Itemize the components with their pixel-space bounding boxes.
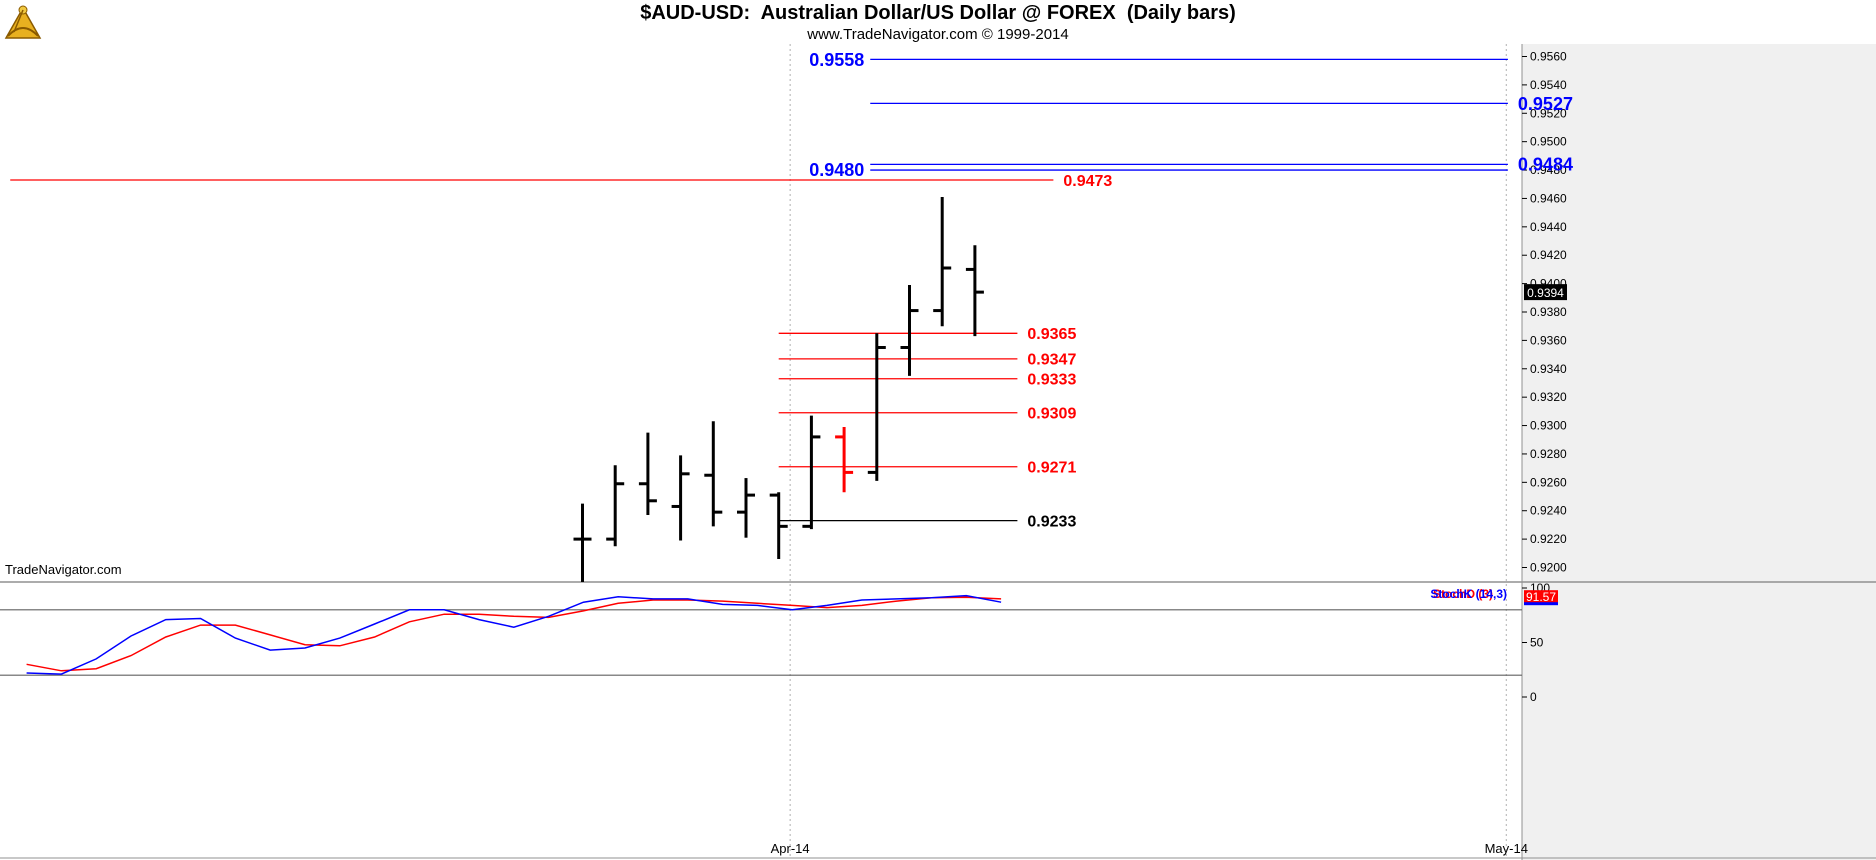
y-tick-label: 0.9240: [1530, 504, 1567, 518]
y-tick-label: 0.9300: [1530, 419, 1567, 433]
ohlc-bar: [965, 245, 984, 337]
watermark: TradeNavigator.com: [5, 562, 122, 577]
stoch-value-label: 91.57: [1526, 590, 1556, 604]
legend-stochk: StochK (14,3): [1430, 587, 1507, 601]
y-tick-label: 0.9320: [1530, 390, 1567, 404]
level-label: 0.9233: [1027, 513, 1076, 530]
y-tick-label: 0.9420: [1530, 248, 1567, 262]
ohlc-bar: [802, 415, 821, 530]
y-tick-label: 0.9220: [1530, 532, 1567, 546]
level-label: 0.9558: [809, 50, 864, 70]
ohlc-bar: [573, 503, 592, 582]
y-tick-label: 0.9440: [1530, 220, 1567, 234]
y-tick-label: 0.9360: [1530, 333, 1567, 347]
ohlc-bar: [737, 478, 755, 538]
y-tick-label: 0.9460: [1530, 191, 1567, 205]
y-tick-label: 0.9500: [1530, 135, 1567, 149]
y-tick-label: 0.9200: [1530, 561, 1567, 575]
stoch-series-line: [26, 596, 1002, 672]
ohlc-bar: [933, 197, 952, 327]
sextant-logo-icon: [2, 2, 44, 42]
ohlc-bar: [900, 285, 919, 376]
y-tick-label: 0.9340: [1530, 362, 1567, 376]
ohlc-bar: [704, 421, 723, 527]
level-label: 0.9484: [1518, 154, 1573, 174]
ohlc-bar: [769, 492, 788, 559]
chart-subtitle: www.TradeNavigator.com © 1999-2014: [807, 26, 1069, 43]
y-tick-label: 0.9520: [1530, 106, 1567, 120]
level-label: 0.9333: [1027, 371, 1076, 388]
ohlc-bar: [606, 465, 625, 547]
chart-header: $AUD-USD: Australian Dollar/US Dollar @ …: [0, 0, 1876, 44]
level-label: 0.9271: [1027, 459, 1076, 476]
ohlc-bar: [638, 432, 657, 515]
level-label: 0.9309: [1027, 406, 1076, 423]
stoch-value-badge: [1524, 590, 1558, 605]
stoch-y-tick-label: 0: [1530, 690, 1537, 704]
x-tick-label: Apr-14: [771, 841, 810, 856]
y-tick-label: 0.9540: [1530, 78, 1567, 92]
y-tick-label: 0.9480: [1530, 163, 1567, 177]
level-label: 0.9347: [1027, 352, 1076, 369]
level-label: 0.9473: [1063, 173, 1112, 190]
level-label: 0.9365: [1027, 326, 1076, 343]
ohlc-bar: [835, 426, 854, 493]
y-tick-label: 0.9260: [1530, 475, 1567, 489]
y-tick-label: 0.9560: [1530, 50, 1567, 64]
stoch-value-badge-k: [1524, 602, 1558, 606]
y-tick-label: 0.9380: [1530, 305, 1567, 319]
level-label: 0.9480: [809, 160, 864, 180]
ohlc-bar: [671, 455, 690, 541]
stoch-series-line: [26, 594, 1002, 675]
level-label: 0.9527: [1518, 94, 1573, 114]
last-price-label: 0.9394: [1527, 286, 1564, 300]
chart-title: $AUD-USD: Australian Dollar/US Dollar @ …: [640, 2, 1236, 24]
x-tick-label: May-14: [1485, 841, 1528, 856]
y-tick-label: 0.9280: [1530, 447, 1567, 461]
stoch-y-tick-label: 50: [1530, 636, 1544, 650]
ohlc-bar: [867, 333, 886, 481]
legend-stochd: StochD (3): [1433, 587, 1493, 601]
y-axis-background: [1522, 44, 1876, 860]
last-price-badge: [1524, 284, 1567, 301]
